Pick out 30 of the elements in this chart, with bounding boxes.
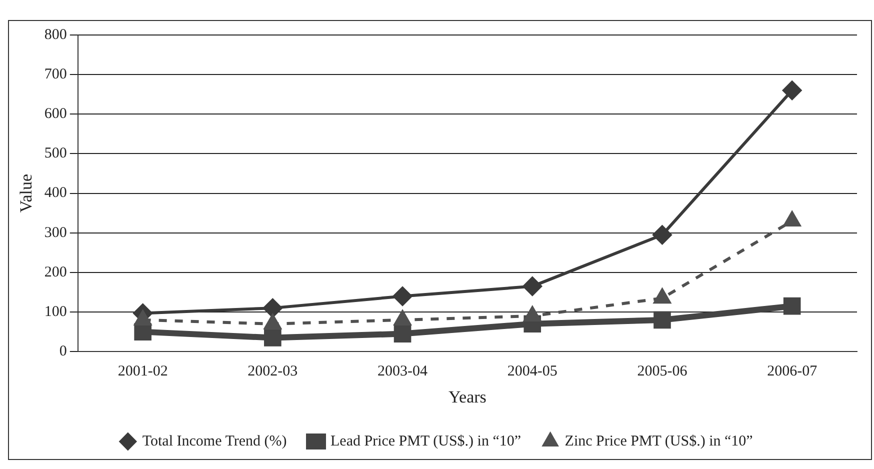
y-tick-label: 0 [59, 344, 67, 360]
point [264, 329, 282, 346]
point [783, 297, 801, 315]
legend-label: Total Income Trend (%) [142, 433, 287, 450]
x-tick-label: 2006-07 [767, 364, 818, 380]
x-axis-title: Years [448, 387, 486, 406]
point [134, 323, 152, 340]
y-tick-label: 100 [44, 304, 67, 320]
y-tick-label: 600 [44, 106, 67, 122]
point [782, 80, 802, 100]
point [263, 298, 282, 318]
y-tick-label: 400 [44, 185, 67, 202]
x-tick-label: 2004-05 [507, 364, 558, 380]
y-tick-label: 500 [44, 146, 67, 162]
y-tick-label: 800 [44, 26, 67, 43]
x-tick-label: 2003-04 [378, 364, 428, 380]
y-tick-label: 200 [44, 264, 67, 280]
y-axis-title: Value [16, 174, 36, 213]
legend-label: Lead Price PMT (US$.) in “10” [330, 433, 522, 450]
legend-label: Zinc Price PMT (US$.) in “10” [564, 433, 753, 450]
x-tick-label: 2005-06 [637, 364, 688, 380]
point [394, 325, 412, 342]
x-tick-label: 2002-03 [248, 364, 298, 380]
x-tick-label: 2001-02 [118, 364, 168, 380]
point [393, 286, 412, 306]
point [652, 225, 672, 244]
y-tick-label: 700 [44, 66, 67, 83]
point [654, 311, 671, 329]
point [522, 276, 542, 296]
y-tick-label: 300 [44, 224, 67, 241]
